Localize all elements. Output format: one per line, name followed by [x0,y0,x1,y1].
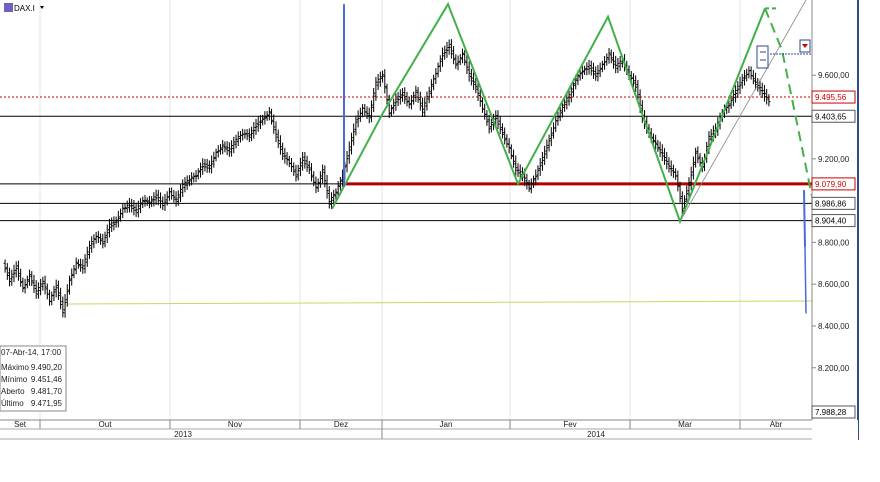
price-tag-box [811,214,856,228]
pattern-lines [331,0,813,225]
chart-icon [4,3,13,12]
projection-line [764,7,813,197]
alert-arrow-icon [802,44,808,48]
support-line-segment [67,300,813,305]
price-tag-label: 8.904,40 [815,217,847,226]
plot-area [0,0,812,420]
price-tag-label: 9.495,56 [815,93,847,102]
horizontal-levels [0,96,812,222]
crosshair-tool-icon[interactable] [756,45,769,69]
month-label: Jan [440,420,453,429]
blue-vertical-line [803,190,806,247]
info-value-open: 9.481,70 [31,387,63,396]
y-tick-label: 9.600,00 [818,71,850,80]
blue-lines [343,4,807,314]
info-value-last: 9.471,95 [31,399,63,408]
info-date: 07-Abr-14, 17:00 [1,348,62,357]
month-label: Dez [334,420,348,429]
blue-vertical-line [804,246,807,314]
info-label-max: Máximo [1,363,30,372]
month-label: Mar [678,420,692,429]
price-tag-box [811,405,856,419]
info-label-min: Mínimo [1,375,28,384]
symbol-label[interactable]: DAX.I [4,3,44,13]
y-tick-label: 8.800,00 [818,238,850,247]
trend-line [679,0,807,222]
price-tag-box [811,109,856,123]
month-label: Nov [228,420,242,429]
info-label-open: Aberto [1,387,25,396]
x-axis-ticks: Set Out Nov Dez Jan Fev Mar Abr 2013 2014 [14,420,783,439]
price-tag-box [811,196,856,210]
price-tag-label: 9.079,90 [815,180,847,189]
y-tick-label: 8.600,00 [818,280,850,289]
price-tag-label: 9.403,65 [815,112,847,121]
info-box: 07-Abr-14, 17:00 Máximo 9.490,20 Mínimo … [0,345,67,412]
year-label: 2013 [174,430,192,439]
candle-series [3,39,771,318]
month-label: Fev [563,420,576,429]
month-label: Out [99,420,113,429]
info-box-frame [0,345,67,412]
y-tick-label: 8.200,00 [818,364,850,373]
symbol-text: DAX.I [14,4,35,13]
y-tick-label: 8.400,00 [818,322,850,331]
info-label-last: Último [1,399,24,408]
month-label: Abr [770,420,783,429]
price-tag-label: 7.988,28 [815,408,847,417]
price-tag-box [811,90,856,104]
x-axis-panel [0,420,858,440]
price-tag-label: 8.986,86 [815,199,847,208]
price-tag-box [811,177,856,191]
price-tags: 9.495,56 9.403,65 9.079,90 8.986,86 8.904,40… [811,90,856,419]
y-axis-ticks: 9.600,00 9.200,00 8.800,00 8.600,00 8.400,00… [812,71,850,373]
info-value-min: 9.451,46 [31,375,63,384]
support-line [67,300,813,305]
info-value-max: 9.490,20 [31,363,63,372]
caret-down-icon[interactable] [40,6,44,9]
y-tick-label: 9.200,00 [818,155,850,164]
toolbox[interactable] [756,39,812,69]
month-label: Set [14,420,27,429]
year-label: 2014 [587,430,605,439]
